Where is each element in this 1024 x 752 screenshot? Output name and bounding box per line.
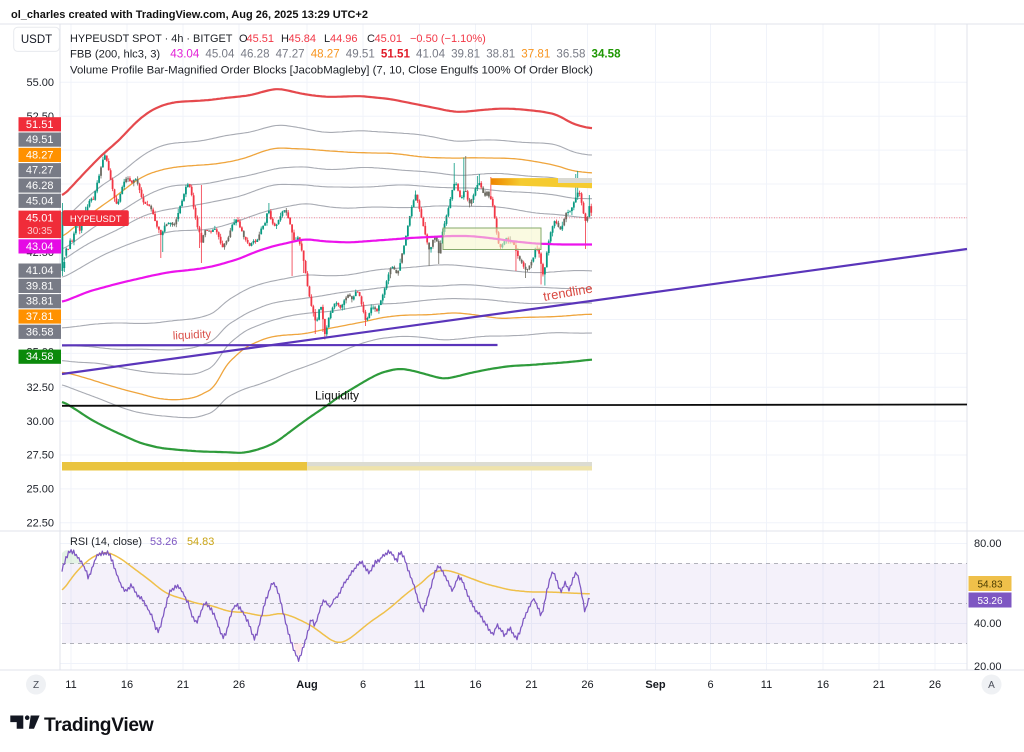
svg-text:22.50: 22.50	[26, 518, 54, 530]
svg-text:Volume Profile Bar-Magnified O: Volume Profile Bar-Magnified Order Block…	[70, 64, 593, 76]
svg-text:53.26: 53.26	[977, 596, 1002, 607]
svg-text:26: 26	[929, 679, 941, 691]
svg-text:37.81: 37.81	[26, 311, 54, 323]
svg-text:34.58: 34.58	[26, 351, 54, 363]
svg-text:liquidity: liquidity	[173, 328, 212, 342]
svg-text:45.01: 45.01	[26, 213, 54, 225]
svg-text:32.50: 32.50	[26, 382, 54, 394]
svg-text:A: A	[988, 680, 995, 691]
svg-text:38.81: 38.81	[26, 296, 54, 308]
svg-text:ol_charles created with Tradin: ol_charles created with TradingView.com,…	[11, 9, 368, 21]
svg-text:54.83: 54.83	[977, 580, 1002, 591]
svg-text:25.00: 25.00	[26, 484, 54, 496]
svg-text:26: 26	[233, 679, 245, 691]
svg-text:39.81: 39.81	[26, 280, 54, 292]
svg-text:USDT: USDT	[21, 34, 52, 46]
svg-text:43.04: 43.04	[26, 241, 54, 253]
svg-text:30:35: 30:35	[27, 226, 52, 237]
svg-text:20.00: 20.00	[974, 661, 1002, 673]
svg-text:45.04: 45.04	[26, 195, 54, 207]
svg-text:21: 21	[525, 679, 537, 691]
svg-text:27.50: 27.50	[26, 450, 54, 462]
svg-text:11: 11	[65, 679, 76, 691]
svg-text:36.58: 36.58	[26, 326, 54, 338]
svg-text:HYPEUSDT: HYPEUSDT	[70, 214, 122, 225]
svg-text:16: 16	[121, 679, 133, 691]
svg-text:Z: Z	[33, 680, 39, 691]
svg-text:6: 6	[707, 679, 713, 691]
svg-text:TradingView: TradingView	[44, 715, 154, 736]
svg-text:6: 6	[360, 679, 366, 691]
svg-text:Liquidity: Liquidity	[315, 389, 359, 403]
svg-text:40.00: 40.00	[974, 618, 1002, 630]
svg-text:49.51: 49.51	[26, 134, 54, 146]
svg-text:16: 16	[469, 679, 481, 691]
svg-text:11: 11	[414, 679, 425, 691]
svg-text:26: 26	[581, 679, 593, 691]
svg-text:41.04: 41.04	[26, 265, 54, 277]
svg-text:30.00: 30.00	[26, 416, 54, 428]
svg-text:51.51: 51.51	[26, 119, 54, 131]
svg-text:48.27: 48.27	[26, 149, 54, 161]
svg-text:Sep: Sep	[645, 679, 665, 691]
svg-text:80.00: 80.00	[974, 538, 1002, 550]
svg-text:21: 21	[177, 679, 189, 691]
svg-text:55.00: 55.00	[26, 77, 54, 89]
svg-text:Aug: Aug	[296, 679, 317, 691]
svg-text:21: 21	[873, 679, 885, 691]
svg-text:47.27: 47.27	[26, 165, 54, 177]
svg-text:16: 16	[817, 679, 829, 691]
svg-text:46.28: 46.28	[26, 180, 54, 192]
svg-text:11: 11	[761, 679, 772, 691]
